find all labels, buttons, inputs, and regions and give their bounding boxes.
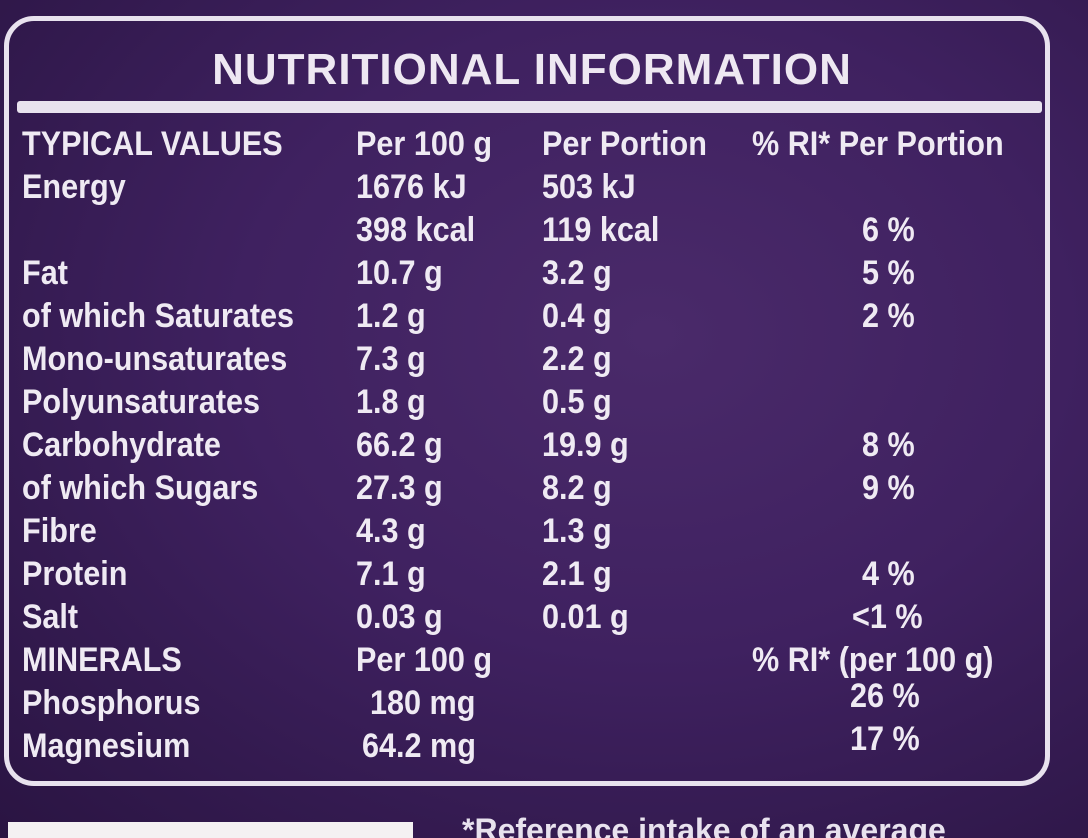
row-label: of which Sugars bbox=[22, 469, 259, 507]
title-divider bbox=[17, 101, 1042, 113]
nutrition-panel: NUTRITIONAL INFORMATION bbox=[4, 16, 1050, 786]
row-ri: 4 % bbox=[862, 555, 915, 593]
row-per100: 4.3 g bbox=[356, 512, 426, 550]
minerals-header: MINERALS bbox=[22, 641, 182, 679]
row-ri: 2 % bbox=[862, 297, 915, 335]
row-label: Mono-unsaturates bbox=[22, 340, 288, 378]
row-per-portion: 2.2 g bbox=[542, 340, 612, 378]
row-per-portion: 3.2 g bbox=[542, 254, 612, 292]
header-per-portion: Per Portion bbox=[542, 125, 707, 163]
row-per-portion: 0.5 g bbox=[542, 383, 612, 421]
row-per100: 1.8 g bbox=[356, 383, 426, 421]
row-per100: 7.1 g bbox=[356, 555, 426, 593]
mineral-label: Phosphorus bbox=[22, 684, 201, 722]
header-ri-per-portion: % RI* Per Portion bbox=[752, 125, 1004, 163]
row-per-portion: 19.9 g bbox=[542, 426, 629, 464]
row-label: Polyunsaturates bbox=[22, 383, 261, 421]
row-ri: 9 % bbox=[862, 469, 915, 507]
row-ri: <1 % bbox=[852, 598, 923, 636]
row-label: Fibre bbox=[22, 512, 97, 550]
mineral-per100: 180 mg bbox=[370, 684, 476, 722]
row-per-portion: 119 kcal bbox=[542, 211, 660, 249]
row-label: of which Saturates bbox=[22, 297, 295, 335]
row-per100: 10.7 g bbox=[356, 254, 443, 292]
header-typical-values: TYPICAL VALUES bbox=[22, 125, 283, 163]
row-per100: 27.3 g bbox=[356, 469, 443, 507]
row-label: Carbohydrate bbox=[22, 426, 221, 464]
row-ri: 8 % bbox=[862, 426, 915, 464]
row-per100: 66.2 g bbox=[356, 426, 443, 464]
row-per100: 0.03 g bbox=[356, 598, 443, 636]
minerals-per100-header: Per 100 g bbox=[356, 641, 493, 679]
mineral-ri: 26 % bbox=[850, 677, 920, 715]
row-label: Salt bbox=[22, 598, 79, 636]
row-ri: 5 % bbox=[862, 254, 915, 292]
row-per-portion: 503 kJ bbox=[542, 168, 636, 206]
label-strip bbox=[8, 822, 413, 838]
row-per-portion: 1.3 g bbox=[542, 512, 612, 550]
row-ri: 6 % bbox=[862, 211, 915, 249]
row-per-portion: 0.01 g bbox=[542, 598, 629, 636]
mineral-per100: 64.2 mg bbox=[362, 727, 476, 765]
mineral-ri: 17 % bbox=[850, 720, 920, 758]
mineral-label: Magnesium bbox=[22, 727, 191, 765]
row-label: Energy bbox=[22, 168, 126, 206]
row-per-portion: 2.1 g bbox=[542, 555, 612, 593]
row-per100: 1676 kJ bbox=[356, 168, 467, 206]
row-per-portion: 8.2 g bbox=[542, 469, 612, 507]
footnote: *Reference intake of an average bbox=[462, 812, 946, 838]
row-label: Protein bbox=[22, 555, 128, 593]
minerals-ri-header: % RI* (per 100 g) bbox=[752, 641, 994, 679]
panel-title: NUTRITIONAL INFORMATION bbox=[212, 45, 852, 94]
row-per100: 398 kcal bbox=[356, 211, 476, 249]
row-per100: 1.2 g bbox=[356, 297, 426, 335]
row-per100: 7.3 g bbox=[356, 340, 426, 378]
header-per-100g: Per 100 g bbox=[356, 125, 493, 163]
row-label: Fat bbox=[22, 254, 68, 292]
row-per-portion: 0.4 g bbox=[542, 297, 612, 335]
